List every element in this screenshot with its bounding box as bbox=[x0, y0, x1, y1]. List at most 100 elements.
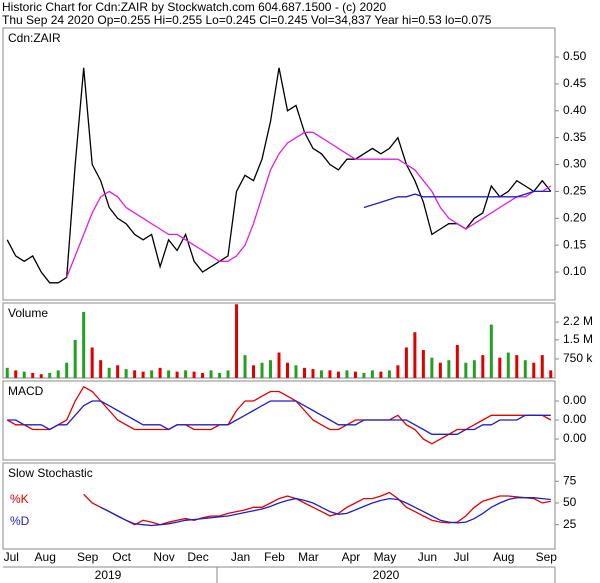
y-tick-label: 0.30 bbox=[563, 157, 587, 171]
y-tick-label: 1.5 M bbox=[563, 332, 593, 346]
panel-label: MACD bbox=[8, 384, 44, 398]
volume-bar bbox=[370, 370, 374, 378]
volume-bar bbox=[99, 360, 103, 378]
volume-bar bbox=[285, 362, 289, 378]
x-tick-label: Jul bbox=[4, 550, 19, 564]
legend-label: %D bbox=[10, 514, 30, 528]
volume-bar bbox=[22, 371, 26, 378]
legend-label: %K bbox=[10, 492, 29, 506]
volume-bar bbox=[345, 370, 349, 378]
series-line bbox=[6, 385, 552, 445]
volume-bar bbox=[65, 362, 69, 378]
x-tick-label: Jan bbox=[231, 550, 250, 564]
volume-bar bbox=[353, 371, 357, 378]
volume-bar bbox=[158, 367, 162, 378]
volume-bar bbox=[481, 355, 485, 378]
volume-bar bbox=[336, 371, 340, 378]
y-tick-label: 0.45 bbox=[563, 76, 587, 90]
panel-label: Slow Stochastic bbox=[8, 466, 93, 480]
volume-bar bbox=[31, 372, 35, 378]
volume-bar bbox=[243, 355, 247, 378]
y-tick-label: 75 bbox=[563, 473, 577, 487]
panel-label: Volume bbox=[8, 306, 48, 320]
volume-bar bbox=[413, 332, 417, 378]
volume-bar bbox=[39, 374, 43, 378]
volume-bar bbox=[124, 369, 128, 378]
y-tick-label: 0.20 bbox=[563, 210, 587, 224]
series-line bbox=[7, 400, 551, 435]
panel-frame bbox=[2, 462, 556, 550]
y-tick-label: 0.15 bbox=[563, 237, 587, 251]
volume-bar bbox=[167, 370, 171, 378]
volume-bar bbox=[260, 362, 264, 378]
y-tick-label: 25 bbox=[563, 517, 577, 531]
volume-bar bbox=[464, 362, 468, 378]
volume-bar bbox=[523, 360, 527, 378]
y-tick-label: 0.35 bbox=[563, 130, 587, 144]
volume-bar bbox=[226, 370, 230, 378]
volume-bar bbox=[515, 355, 519, 378]
volume-bar bbox=[150, 370, 154, 378]
year-label: 2020 bbox=[373, 568, 400, 582]
y-tick-label: 0.40 bbox=[563, 103, 587, 117]
x-tick-label: Oct bbox=[112, 550, 131, 564]
volume-bar bbox=[404, 347, 408, 378]
volume-bar bbox=[82, 311, 86, 378]
volume-bar bbox=[362, 372, 366, 378]
year-label: 2019 bbox=[95, 568, 122, 582]
y-tick-label: 0.50 bbox=[563, 49, 587, 63]
series-line bbox=[363, 190, 551, 209]
panel-label: Cdn:ZAIR bbox=[8, 31, 61, 45]
y-tick-label: 2.2 M bbox=[563, 314, 593, 328]
volume-bar bbox=[549, 370, 553, 378]
x-tick-label: Feb bbox=[264, 550, 285, 564]
x-tick-label: Aug bbox=[35, 550, 56, 564]
volume-bar bbox=[421, 350, 425, 378]
volume-bar bbox=[540, 355, 544, 378]
panel-frame bbox=[2, 27, 556, 301]
x-tick-label: Dec bbox=[187, 550, 208, 564]
y-tick-label: 0.10 bbox=[563, 264, 587, 278]
volume-bar bbox=[218, 372, 222, 378]
volume-bar bbox=[107, 367, 111, 378]
volume-bar bbox=[387, 370, 391, 378]
volume-bar bbox=[209, 370, 213, 378]
volume-bar bbox=[56, 370, 60, 378]
volume-bar bbox=[14, 370, 18, 378]
volume-bar bbox=[235, 304, 239, 378]
volume-bar bbox=[532, 362, 536, 378]
x-tick-label: Sep bbox=[536, 550, 558, 564]
volume-bar bbox=[328, 370, 332, 378]
volume-bar bbox=[319, 370, 323, 378]
volume-bar bbox=[201, 372, 205, 378]
y-tick-label: 0.00 bbox=[563, 393, 587, 407]
volume-bar bbox=[269, 360, 273, 378]
volume-bar bbox=[430, 357, 434, 378]
volume-bar bbox=[438, 362, 442, 378]
volume-bar bbox=[498, 357, 502, 378]
volume-bar bbox=[302, 367, 306, 378]
y-tick-label: 0.00 bbox=[563, 412, 587, 426]
x-tick-label: Sep bbox=[77, 550, 99, 564]
x-tick-label: Jun bbox=[418, 550, 437, 564]
volume-bar bbox=[184, 370, 188, 378]
volume-bar bbox=[192, 371, 196, 378]
x-tick-label: Nov bbox=[153, 550, 174, 564]
volume-bar bbox=[252, 365, 256, 378]
volume-bar bbox=[455, 344, 459, 378]
y-tick-label: 0.00 bbox=[563, 431, 587, 445]
x-tick-label: Jul bbox=[454, 550, 469, 564]
x-tick-label: Apr bbox=[342, 550, 361, 564]
volume-bar bbox=[175, 371, 179, 378]
volume-bar bbox=[277, 352, 281, 378]
series-line bbox=[100, 497, 551, 527]
volume-bar bbox=[90, 347, 94, 378]
x-tick-label: May bbox=[374, 550, 397, 564]
volume-bar bbox=[489, 324, 493, 378]
x-tick-label: Mar bbox=[298, 550, 319, 564]
y-tick-label: 50 bbox=[563, 495, 577, 509]
volume-bar bbox=[379, 371, 383, 378]
volume-bar bbox=[48, 372, 52, 378]
volume-bar bbox=[5, 367, 9, 378]
